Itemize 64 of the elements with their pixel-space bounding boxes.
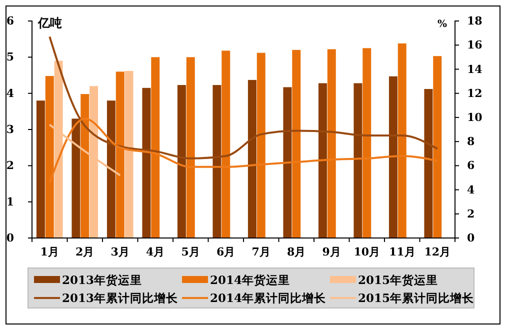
y2-tick-label: 16 xyxy=(467,38,483,52)
y2-tick-label: 6 xyxy=(467,159,475,172)
legend-label: 2013年累计同比增长 xyxy=(62,291,180,305)
x-tick-label: 3月 xyxy=(110,245,130,258)
x-tick-label: 10月 xyxy=(354,245,380,258)
bar xyxy=(142,88,151,238)
legend-label: 2013年货运里 xyxy=(62,273,142,287)
y-axis-title: 亿吨 xyxy=(37,16,62,30)
bar xyxy=(151,57,160,238)
y2-tick-label: 18 xyxy=(467,14,483,28)
y2-axis-title: % xyxy=(437,19,448,30)
y-tick-label: 6 xyxy=(6,14,14,28)
y2-tick-label: 4 xyxy=(467,183,475,196)
y-tick-label: 2 xyxy=(6,159,14,172)
bar xyxy=(354,83,362,238)
bar xyxy=(292,50,301,238)
y-tick-label: 5 xyxy=(6,50,14,64)
bar xyxy=(72,118,80,238)
legend-label: 2015年货运里 xyxy=(358,273,438,287)
y-tick-label: 0 xyxy=(6,232,14,245)
bar xyxy=(398,43,406,238)
x-tick-label: 8月 xyxy=(287,245,306,258)
bar xyxy=(433,56,442,238)
bar xyxy=(327,49,336,238)
bar xyxy=(212,85,222,238)
y2-tick-label: 14 xyxy=(467,62,483,76)
bar xyxy=(388,76,398,238)
y2-tick-label: 8 xyxy=(467,135,475,148)
bar xyxy=(424,88,433,238)
legend-label: 2014年累计同比增长 xyxy=(210,291,328,305)
x-tick-label: 1月 xyxy=(40,245,59,258)
bar xyxy=(318,83,327,238)
legend-label: 2015年累计同比增长 xyxy=(358,291,476,305)
x-tick-label: 9月 xyxy=(322,245,341,258)
bar xyxy=(256,52,266,238)
bar xyxy=(222,50,230,238)
x-tick-label: 7月 xyxy=(252,245,270,258)
bar xyxy=(177,85,186,238)
y-tick-label: 1 xyxy=(6,195,14,208)
bar xyxy=(80,94,90,238)
y2-tick-label: 2 xyxy=(467,207,475,220)
bar xyxy=(106,100,116,238)
bar xyxy=(116,72,124,238)
bar xyxy=(45,76,54,238)
x-tick-label: 11月 xyxy=(388,245,416,258)
bar xyxy=(124,70,134,238)
bar xyxy=(186,57,195,238)
bar xyxy=(283,87,292,238)
line-series xyxy=(48,118,438,184)
legend-label: 2014年货运里 xyxy=(210,273,290,287)
bar xyxy=(362,48,372,238)
y2-tick-label: 0 xyxy=(467,232,475,245)
bar xyxy=(248,80,256,238)
y-tick-label: 4 xyxy=(6,86,14,100)
x-tick-label: 12月 xyxy=(424,245,451,258)
y-tick-label: 3 xyxy=(6,123,14,136)
y2-tick-label: 12 xyxy=(467,86,482,100)
bar xyxy=(36,100,45,238)
x-tick-label: 4月 xyxy=(146,245,165,258)
x-tick-label: 2月 xyxy=(76,245,94,258)
line-series xyxy=(48,36,438,160)
x-tick-label: 5月 xyxy=(181,245,200,258)
x-tick-label: 6月 xyxy=(216,245,236,258)
y2-tick-label: 10 xyxy=(467,110,483,124)
